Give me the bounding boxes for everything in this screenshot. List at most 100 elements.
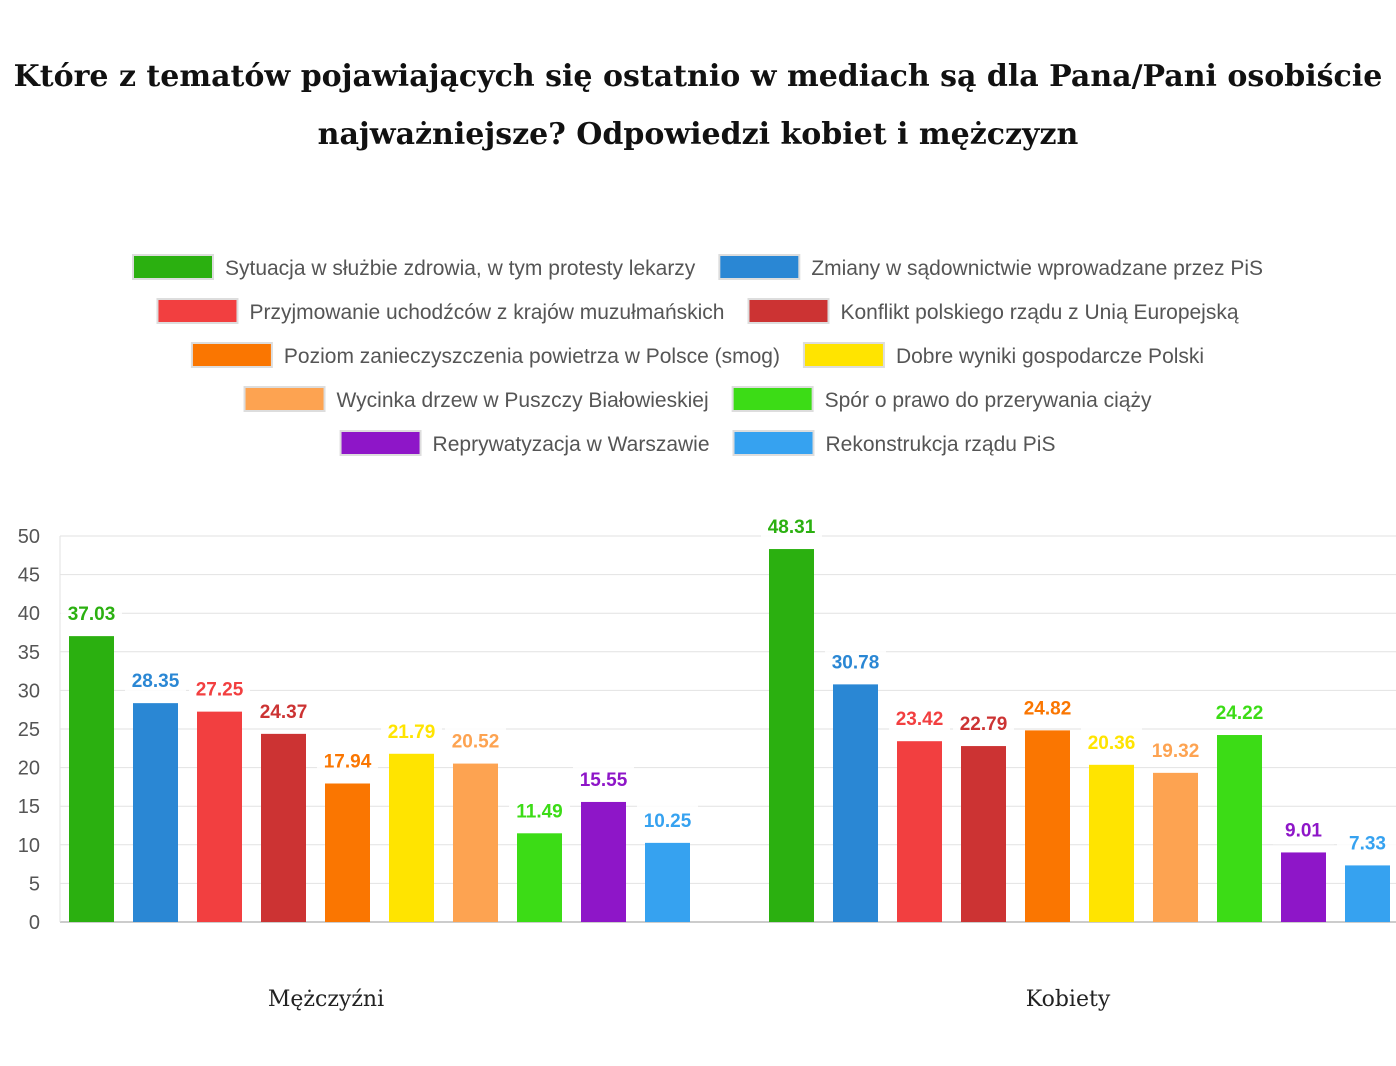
legend-label: Spór o prawo do przerywania ciąży [825,389,1152,412]
y-tick-label: 25 [18,719,40,741]
legend-label: Wycinka drzew w Puszczy Białowieskiej [337,389,709,412]
data-label-bg [573,763,634,794]
y-tick-label: 45 [18,565,40,587]
bar [517,833,562,922]
legend-swatch [190,342,273,368]
data-label-bg [253,695,314,726]
bar [1281,852,1326,922]
chart-title: Które z tematów pojawiających się ostatn… [13,59,1383,152]
legend-swatch [156,298,239,324]
bar [581,801,626,922]
y-tick-label: 30 [18,680,40,702]
bar [897,741,942,922]
bar [325,783,370,922]
data-label: 17.94 [324,752,372,773]
data-label-bg [445,725,506,756]
y-tick-label: 35 [18,642,40,664]
legend-swatch [718,254,801,280]
data-label-bg [889,703,950,734]
data-label-bg [1273,814,1334,845]
data-label: 19.32 [1152,741,1200,762]
data-label: 7.33 [1349,833,1386,854]
data-label: 24.37 [260,702,308,723]
y-tick-label: 10 [18,835,40,857]
bar [69,636,114,922]
bar [961,746,1006,922]
legend-swatch [747,298,830,324]
bar [1089,764,1134,922]
data-label: 10.25 [644,811,692,832]
data-label-bg [61,598,122,629]
legend-label: Przyjmowanie uchodźców z krajów muzułmań… [249,301,724,324]
legend-swatch [731,386,814,412]
y-axis: 0 5 10 15 20 25 30 35 40 45 50 [18,526,40,934]
y-tick-label: 5 [29,873,40,895]
data-label-bg [761,511,822,542]
data-label: 48.31 [768,517,816,538]
bar [1217,735,1262,922]
legend-swatch [802,342,885,368]
bars [69,549,1390,922]
data-label-bg [189,673,250,704]
data-label: 21.79 [388,722,436,743]
legend-label: Rekonstrukcja rządu PiS [826,433,1056,456]
bar [197,711,242,922]
data-label-bg [509,795,570,826]
bar [453,763,498,922]
data-label: 37.03 [68,604,116,625]
bar [769,549,814,922]
data-label: 24.22 [1216,703,1264,724]
data-label: 24.82 [1024,698,1072,719]
bar [833,684,878,922]
legend-swatch [339,430,422,456]
data-label-bg [381,715,442,746]
bar [1025,730,1070,922]
x-axis: Mężczyźni Kobiety [268,987,1111,1012]
data-label-bg [1081,726,1142,757]
legend-label: Poziom zanieczyszczenia powietrza w Pols… [284,345,780,368]
y-tick-label: 50 [18,526,40,548]
x-category-label: Kobiety [1026,987,1111,1012]
data-label: 28.35 [132,671,180,692]
data-label-bg [1209,697,1270,728]
legend-swatch [243,386,326,412]
data-label-bg [1145,734,1206,765]
bar [261,733,306,922]
legend-label: Zmiany w sądownictwie wprowadzane przez … [811,257,1263,280]
data-labels: 37.03 28.35 27.25 24.37 17.94 21.79 20.52 11.49… [61,511,1396,858]
data-label: 9.01 [1285,820,1322,841]
bar [133,703,178,922]
data-label: 20.36 [1088,733,1136,754]
data-label: 20.52 [452,732,500,753]
data-label-bg [125,665,186,696]
legend-label: Dobre wyniki gospodarcze Polski [896,345,1204,368]
legend-label: Reprywatyzacja w Warszawie [433,433,710,456]
bar [1345,865,1390,922]
data-label-bg [825,646,886,677]
data-label-bg [637,804,698,835]
data-label-bg [953,708,1014,739]
legend: Sytuacja w służbie zdrowia, w tym protes… [131,254,1263,456]
bar [645,842,690,922]
data-label: 15.55 [580,770,628,791]
data-label: 27.25 [196,680,244,701]
data-label: 11.49 [516,801,563,822]
legend-swatch [732,430,815,456]
x-category-label: Mężczyźni [268,987,384,1012]
bar [1153,772,1198,922]
data-label: 22.79 [960,714,1008,735]
y-tick-label: 0 [29,912,40,934]
legend-label: Konflikt polskiego rządu z Unią Europejs… [840,301,1238,324]
data-label: 23.42 [896,709,944,730]
data-label-bg [1337,827,1396,858]
data-label-bg [317,745,378,776]
y-tick-label: 20 [18,758,40,780]
bar [389,753,434,922]
y-tick-label: 40 [18,603,40,625]
legend-swatch [131,254,214,280]
data-label-bg [1017,692,1078,723]
data-label: 30.78 [832,652,880,673]
y-tick-label: 15 [18,796,40,818]
legend-label: Sytuacja w służbie zdrowia, w tym protes… [225,257,696,280]
